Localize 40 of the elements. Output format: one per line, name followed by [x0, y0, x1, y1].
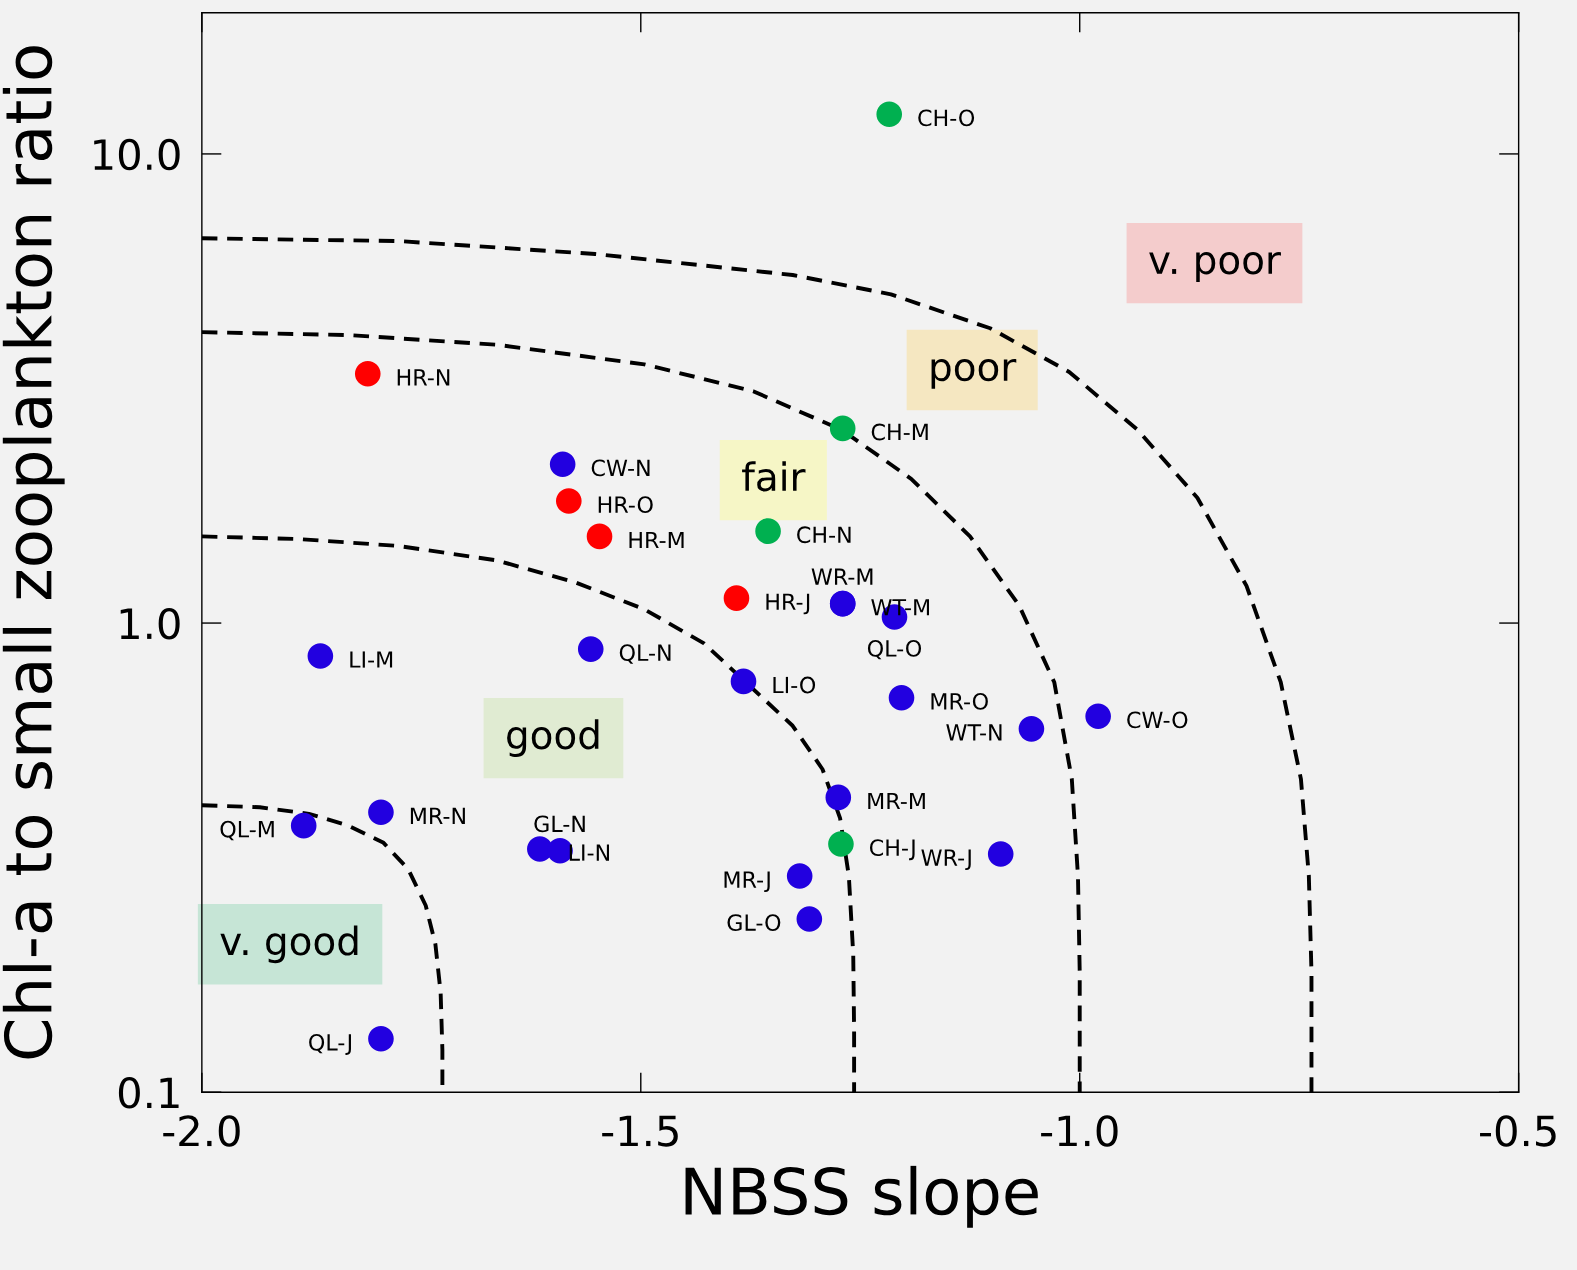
- annotation: MR-N: [410, 807, 465, 824]
- x-tick-label: -0.5: [1480, 1115, 1556, 1147]
- annotation: GL-O: [727, 914, 781, 931]
- x-tick-label: -1.5: [602, 1115, 678, 1147]
- annotation: WT-M: [871, 599, 930, 616]
- annotation: HR-N: [397, 369, 450, 386]
- annotation: HR-J: [766, 593, 810, 615]
- annotation: WR-M: [811, 568, 873, 585]
- annotation: WR-J: [921, 849, 971, 871]
- y-tick-label: 10.0: [94, 138, 180, 171]
- annotation: v. poor: [1149, 252, 1281, 282]
- x-tick-label: -1.0: [1041, 1115, 1118, 1147]
- annotation: CW-O: [1127, 711, 1188, 729]
- annotation: CW-N: [591, 459, 650, 477]
- annotation: LI-M: [350, 651, 393, 668]
- annotation: QL-N: [619, 644, 671, 664]
- y-axis-title: Chl-a to small zooplankton ratio: [2, 46, 65, 1059]
- annotation: QL-J: [309, 1033, 351, 1055]
- annotation: CH-J: [869, 839, 915, 861]
- annotation: good: [507, 719, 599, 757]
- x-tick-label: -2.0: [163, 1115, 240, 1147]
- annotation: poor: [931, 358, 1017, 389]
- annotation: MR-J: [724, 871, 770, 893]
- annotation: MR-M: [868, 792, 925, 810]
- annotation: WT-N: [946, 724, 1002, 741]
- annotation: QL-O: [867, 640, 922, 660]
- annotation: fair: [742, 461, 806, 492]
- y-tick-label: 1.0: [120, 607, 180, 640]
- annotation: v. good: [220, 925, 358, 964]
- y-tick-label: 0.1: [118, 1077, 179, 1109]
- annotation: HR-M: [629, 531, 684, 549]
- x-axis-title: NBSS slope: [685, 1165, 1038, 1228]
- annotation: LI-O: [773, 676, 816, 694]
- annotation: CH-M: [871, 423, 928, 441]
- annotation: GL-N: [534, 815, 585, 833]
- annotation: CH-O: [918, 109, 975, 127]
- annotation: QL-M: [220, 820, 274, 841]
- annotation: MR-O: [931, 692, 988, 710]
- annotation: CH-N: [797, 526, 851, 544]
- annotation: HR-O: [598, 496, 653, 514]
